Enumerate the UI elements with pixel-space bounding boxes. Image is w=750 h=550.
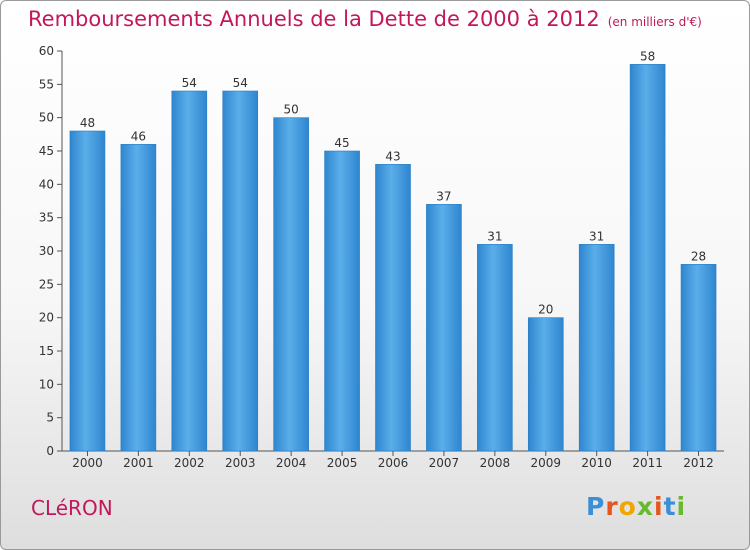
logo-letter: i bbox=[654, 492, 664, 521]
bar-value-label: 58 bbox=[640, 49, 655, 63]
y-tick-label: 0 bbox=[46, 444, 54, 458]
x-tick-label: 2006 bbox=[378, 456, 409, 470]
bar bbox=[527, 317, 564, 452]
y-tick-label: 60 bbox=[39, 44, 54, 58]
bar-value-label: 48 bbox=[80, 116, 95, 130]
bar bbox=[120, 144, 157, 452]
y-tick-label: 30 bbox=[39, 244, 54, 258]
logo-letter: t bbox=[663, 492, 677, 521]
logo-letter: P bbox=[586, 492, 606, 521]
x-tick-label: 2001 bbox=[123, 456, 154, 470]
bar bbox=[324, 150, 360, 452]
bar bbox=[375, 164, 411, 452]
bar bbox=[273, 117, 309, 452]
chart-title: Remboursements Annuels de la Dette de 20… bbox=[28, 7, 600, 31]
y-tick-label: 10 bbox=[39, 377, 54, 391]
proxiti-logo: Proxiti bbox=[586, 492, 686, 521]
bar bbox=[477, 244, 513, 452]
bar-value-label: 20 bbox=[538, 303, 553, 317]
bar-value-label: 45 bbox=[334, 136, 349, 150]
x-tick-label: 2007 bbox=[429, 456, 460, 470]
bar bbox=[171, 90, 208, 452]
logo-letter: i bbox=[676, 492, 687, 521]
bar-value-label: 50 bbox=[284, 103, 299, 117]
bar-value-label: 46 bbox=[131, 129, 146, 143]
x-tick-label: 2011 bbox=[632, 456, 663, 470]
x-tick-label: 2005 bbox=[327, 456, 358, 470]
chart-subtitle: (en milliers d'€) bbox=[607, 15, 702, 29]
y-tick-label: 25 bbox=[39, 277, 54, 291]
bar bbox=[629, 64, 666, 452]
x-tick-label: 2012 bbox=[683, 456, 714, 470]
bar bbox=[69, 130, 106, 452]
y-tick-label: 5 bbox=[46, 411, 54, 425]
y-tick-label: 40 bbox=[39, 177, 54, 191]
bar-value-label: 37 bbox=[436, 189, 451, 203]
bar-value-label: 28 bbox=[691, 249, 706, 263]
bar-value-label: 31 bbox=[589, 229, 604, 243]
x-tick-label: 2003 bbox=[225, 456, 256, 470]
bar bbox=[222, 90, 259, 452]
logo-letter: o bbox=[618, 492, 637, 521]
x-tick-label: 2004 bbox=[276, 456, 307, 470]
x-tick-label: 2008 bbox=[480, 456, 511, 470]
logo-letter: x bbox=[636, 492, 654, 521]
x-tick-label: 2009 bbox=[530, 456, 561, 470]
y-tick-label: 55 bbox=[39, 77, 54, 91]
x-tick-label: 2000 bbox=[72, 456, 103, 470]
bar-value-label: 31 bbox=[487, 229, 502, 243]
y-tick-label: 50 bbox=[39, 111, 54, 125]
bar bbox=[578, 244, 615, 452]
x-tick-label: 2002 bbox=[174, 456, 205, 470]
bar-value-label: 43 bbox=[385, 149, 400, 163]
chart-title-block: Remboursements Annuels de la Dette de 20… bbox=[28, 7, 702, 31]
bar bbox=[426, 204, 462, 452]
location-name: CLéRON bbox=[31, 496, 113, 520]
bar-value-label: 54 bbox=[182, 76, 197, 90]
y-tick-label: 15 bbox=[39, 344, 54, 358]
bar bbox=[680, 264, 717, 452]
logo-letter: r bbox=[605, 492, 619, 521]
bar-value-label: 54 bbox=[233, 76, 248, 90]
y-tick-label: 45 bbox=[39, 144, 54, 158]
y-tick-label: 20 bbox=[39, 311, 54, 325]
y-tick-label: 35 bbox=[39, 211, 54, 225]
x-tick-label: 2010 bbox=[581, 456, 612, 470]
